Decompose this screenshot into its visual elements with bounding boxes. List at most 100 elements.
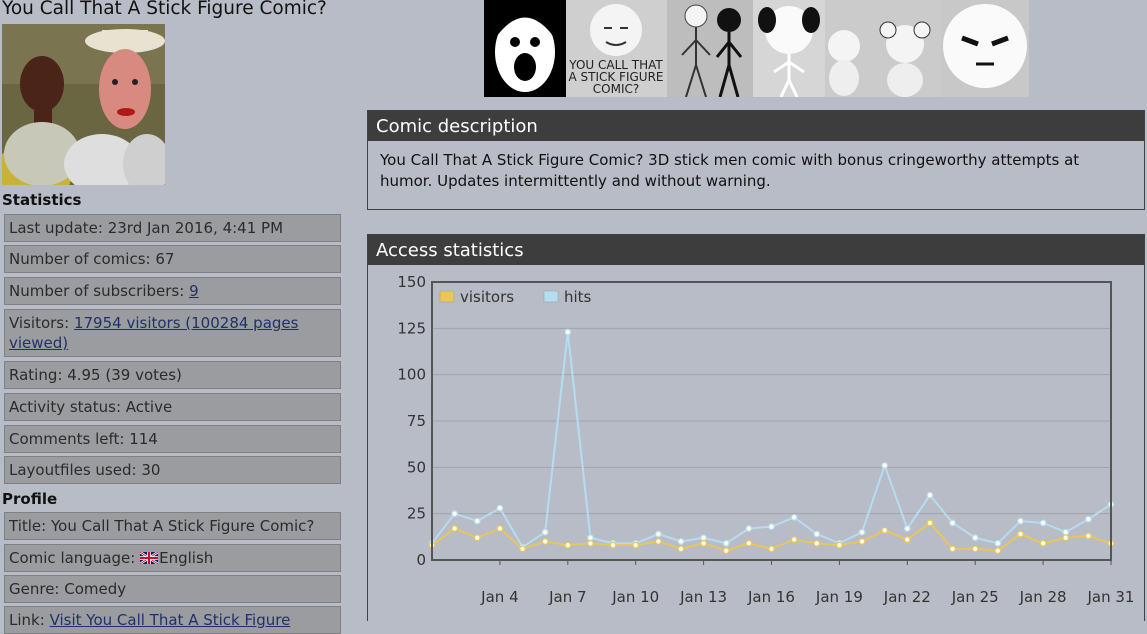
data-point-hits: [903, 525, 911, 532]
data-point-visitors: [632, 541, 640, 549]
stat-number-of-subscribers: Number of subscribers: 9: [4, 277, 341, 305]
data-point-hits: [971, 534, 979, 542]
data-point-hits: [496, 504, 504, 512]
data-point-hits: [1062, 528, 1070, 536]
y-tick-label: 75: [407, 412, 426, 430]
data-point-hits: [654, 530, 662, 538]
y-tick-label: 0: [416, 551, 426, 569]
x-tick-label: Jan 25: [951, 588, 999, 606]
y-tick-label: 150: [397, 273, 426, 291]
data-point-visitors: [971, 545, 979, 553]
comic-avatar-image[interactable]: [2, 24, 165, 185]
data-point-visitors: [790, 536, 798, 544]
data-point-visitors: [926, 519, 934, 527]
visitors-link-continued[interactable]: viewed): [9, 334, 69, 352]
visitors-link[interactable]: 17954 visitors (100284 pages: [73, 314, 299, 332]
data-point-visitors: [768, 545, 775, 553]
stat-number-of-comics: Number of comics: 67: [4, 245, 341, 273]
data-point-visitors: [1017, 530, 1024, 538]
data-point-visitors: [451, 525, 459, 532]
profile-link: Link: Visit You Call That A Stick Figure: [4, 606, 341, 634]
profile-comic-language: Comic language: English: [4, 544, 341, 572]
data-point-visitors: [564, 541, 572, 549]
comic-description-panel: Comic description You Call That A Stick …: [367, 110, 1145, 210]
stat-layoutfiles-used: Layoutfiles used: 30: [4, 456, 341, 484]
x-tick-label: Jan 10: [611, 588, 659, 606]
data-point-hits: [473, 517, 481, 525]
banner-text-line-1: YOU CALL THAT: [568, 58, 663, 72]
y-tick-label: 100: [397, 366, 426, 384]
data-point-hits: [858, 528, 866, 536]
data-point-hits: [564, 328, 572, 336]
legend-label-hits: hits: [564, 288, 592, 306]
data-point-visitors: [1039, 539, 1047, 547]
comic-description-heading: Comic description: [368, 111, 1144, 141]
profile-heading: Profile: [2, 490, 58, 508]
x-tick-label: Jan 16: [747, 588, 795, 606]
data-point-hits: [926, 491, 934, 499]
data-point-visitors: [836, 541, 843, 549]
data-point-visitors: [813, 539, 821, 547]
stat-rating: Rating: 4.95 (39 votes): [4, 361, 341, 389]
data-point-hits: [994, 539, 1002, 547]
number-of-comics-value: 67: [155, 250, 175, 268]
visit-comic-link[interactable]: Visit You Call That A Stick Figure: [49, 611, 291, 629]
stat-comments-left: Comments left: 114: [4, 425, 341, 453]
data-point-visitors: [609, 541, 617, 549]
data-point-visitors: [858, 538, 866, 545]
uk-flag-icon: [140, 552, 159, 564]
data-point-hits: [541, 528, 549, 536]
data-point-visitors: [1062, 534, 1070, 542]
data-point-visitors: [994, 547, 1002, 555]
data-point-hits: [881, 462, 889, 469]
data-point-visitors: [654, 538, 662, 545]
x-tick-label: Jan 13: [679, 588, 727, 606]
data-point-hits: [700, 534, 708, 542]
data-point-hits: [722, 539, 730, 547]
stat-last-update: Last update: 23rd Jan 2016, 4:41 PM: [4, 214, 341, 242]
comic-banner-image[interactable]: YOU CALL THAT A STICK FIGURE COMIC?: [484, 0, 1029, 98]
data-point-visitors: [949, 545, 956, 553]
data-point-hits: [813, 530, 821, 538]
legend-swatch-hits: [543, 290, 559, 303]
profile-title-value: You Call That A Stick Figure Comic?: [50, 517, 315, 535]
data-point-hits: [745, 525, 753, 532]
profile-genre: Genre: Comedy: [4, 575, 341, 603]
access-statistics-heading: Access statistics: [368, 235, 1144, 265]
data-point-hits: [790, 513, 798, 521]
comic-description-text: You Call That A Stick Figure Comic? 3D s…: [380, 151, 1080, 190]
data-point-visitors: [473, 534, 481, 542]
data-point-visitors: [587, 539, 594, 547]
access-statistics-panel: Access statistics 0 25 50 75 100 125 150 Jan 4 J…: [367, 234, 1145, 621]
rating-value: 4.95 (39 votes): [67, 366, 182, 384]
access-statistics-chart: 0 25 50 75 100 125 150 Jan 4 Jan 7 Jan 10 Jan 13 Ja…: [397, 273, 1135, 606]
x-tick-label: Jan 4: [480, 588, 518, 606]
data-point-hits: [949, 519, 956, 527]
data-point-visitors: [677, 545, 685, 553]
data-point-hits: [677, 538, 685, 545]
plot-border: [431, 281, 1112, 561]
data-point-visitors: [541, 538, 549, 545]
data-point-visitors: [903, 536, 911, 544]
data-point-hits: [1084, 515, 1092, 523]
banner-text-line-2: A STICK FIGURE: [568, 70, 663, 84]
stat-activity-status: Activity status: Active: [4, 393, 341, 421]
data-point-hits: [587, 534, 594, 542]
data-point-hits: [451, 510, 459, 518]
comments-left-value: 114: [129, 430, 158, 448]
activity-status-value: Active: [125, 398, 173, 416]
x-tick-label: Jan 31: [1087, 588, 1135, 606]
data-point-visitors: [881, 526, 889, 534]
data-point-visitors: [700, 539, 708, 547]
x-tick-label: Jan 19: [815, 588, 863, 606]
data-point-visitors: [1084, 532, 1092, 540]
y-tick-label: 25: [407, 505, 426, 523]
data-point-visitors: [745, 539, 753, 547]
subscribers-link[interactable]: 9: [189, 282, 199, 300]
stat-visitors: Visitors: 17954 visitors (100284 pages vi…: [4, 309, 341, 357]
data-point-hits: [1017, 517, 1024, 525]
x-tick-label: Jan 7: [548, 588, 586, 606]
comic-title: You Call That A Stick Figure Comic?: [2, 0, 327, 19]
data-point-hits: [1039, 519, 1047, 527]
y-tick-label: 125: [397, 319, 426, 337]
